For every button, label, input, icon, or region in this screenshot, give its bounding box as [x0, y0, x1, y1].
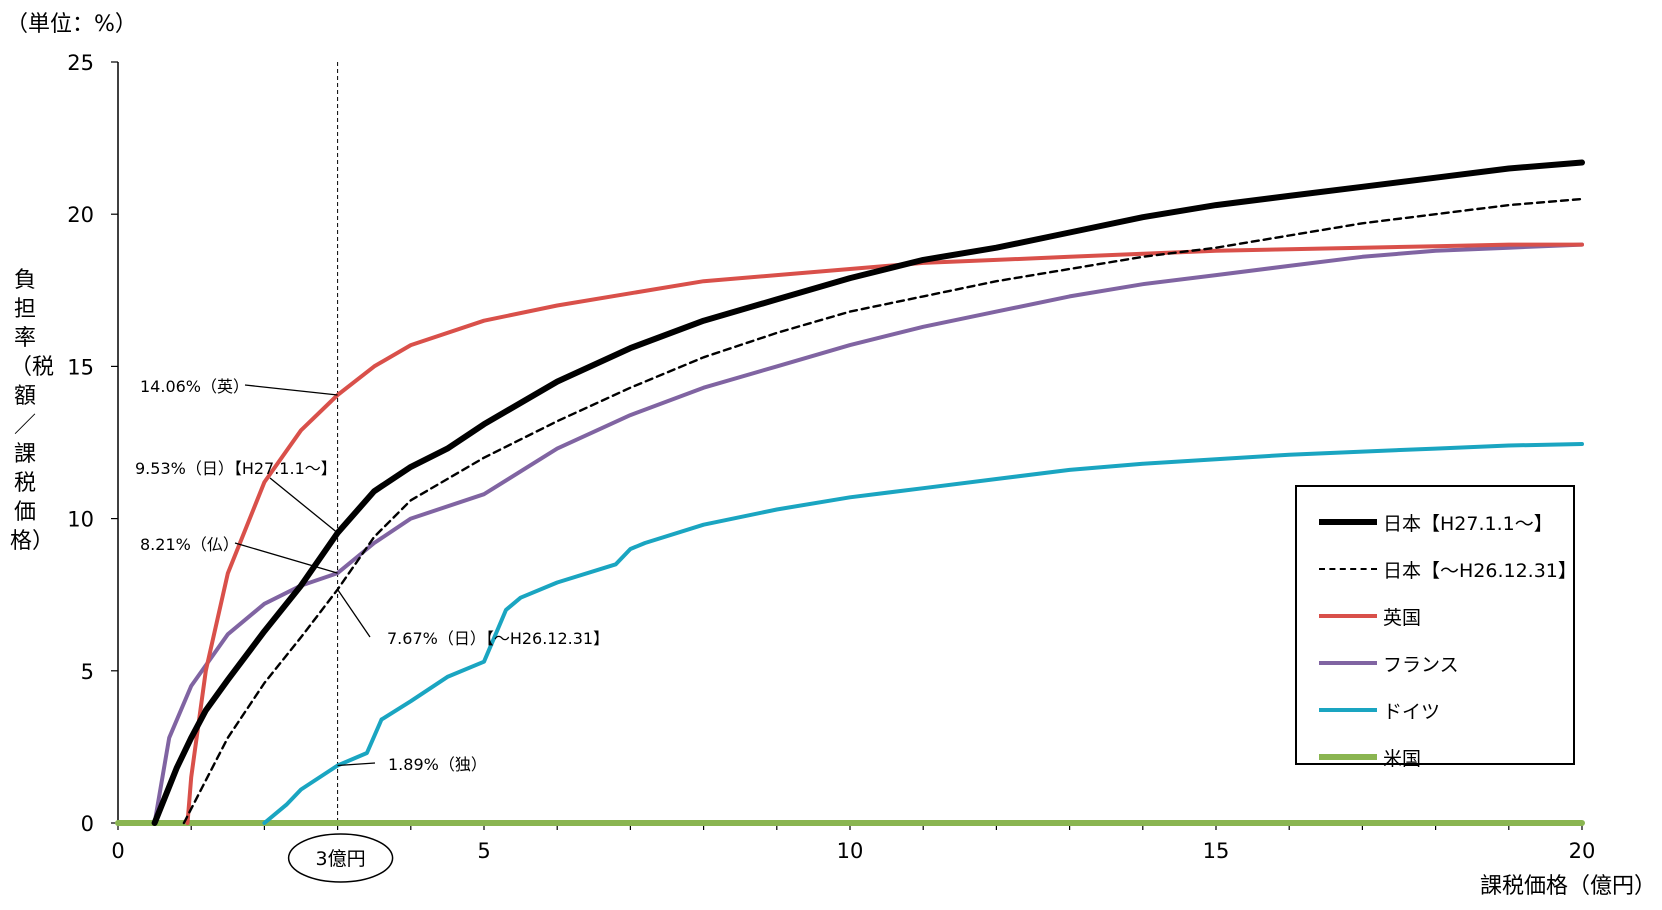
y-tick-label: 25 — [67, 51, 94, 75]
series-line-2 — [185, 242, 1584, 825]
annotation-label: 1.89%（独） — [388, 755, 487, 774]
legend-swatch — [1319, 614, 1377, 618]
legend: 日本【H27.1.1～】日本【～H26.12.31】 英国フランスドイツ米国 — [1295, 485, 1577, 770]
legend-swatch — [1319, 661, 1377, 665]
annotation-label: 9.53%（日）【H27.1.1～】 — [135, 459, 337, 478]
annotation-label: 14.06%（英） — [140, 377, 249, 396]
legend-label: 英国 — [1383, 606, 1422, 629]
x-tick-label: 15 — [1203, 839, 1230, 863]
legend-label: フランス — [1383, 653, 1459, 676]
legend-item: フランス — [1319, 648, 1459, 678]
legend-label: ドイツ — [1383, 700, 1441, 723]
legend-item: 米国 — [1319, 742, 1421, 772]
series-line-3 — [152, 242, 1584, 825]
legend-swatch — [1319, 519, 1377, 525]
legend-swatch — [1319, 568, 1377, 570]
y-tick-label: 15 — [67, 355, 94, 379]
x-tick-label: 10 — [837, 839, 864, 863]
annotation-label: 8.21%（仏） — [140, 535, 239, 554]
legend-swatch — [1319, 708, 1377, 712]
series-line-0 — [151, 159, 1585, 826]
series-line-1 — [182, 197, 1584, 825]
legend-item: 日本【～H26.12.31】 — [1319, 554, 1577, 584]
y-tick-label: 20 — [67, 203, 94, 227]
x-tick-label: 0 — [111, 839, 124, 863]
legend-item: 日本【H27.1.1～】 — [1319, 507, 1553, 537]
x-tick-label: 5 — [477, 839, 490, 863]
series-line-4 — [262, 442, 1584, 825]
annotation-leader — [337, 589, 371, 638]
legend-swatch — [1319, 754, 1377, 760]
marker-label: 3億円 — [316, 848, 366, 870]
annotation-leader — [244, 384, 338, 396]
annotation-leader — [234, 542, 338, 574]
y-tick-label: 0 — [81, 812, 94, 836]
legend-item: ドイツ — [1319, 695, 1440, 725]
x-tick-label: 20 — [1569, 839, 1596, 863]
legend-item: 英国 — [1319, 601, 1421, 631]
legend-label: 日本【H27.1.1～】 — [1383, 512, 1553, 535]
unit-label: （単位：%） — [6, 12, 137, 37]
legend-label: 米国 — [1383, 747, 1422, 770]
annotation-label: 7.67%（日）【～H26.12.31】 — [387, 629, 609, 648]
y-tick-label: 5 — [81, 660, 94, 684]
annotation-leader — [337, 762, 376, 767]
annotation-leader — [269, 477, 339, 534]
y-tick-label: 10 — [67, 508, 94, 532]
legend-label: 日本【～H26.12.31】 — [1383, 559, 1577, 582]
marker-ellipse — [287, 833, 394, 883]
x-axis-label: 課税価格（億円） — [1479, 874, 1656, 899]
